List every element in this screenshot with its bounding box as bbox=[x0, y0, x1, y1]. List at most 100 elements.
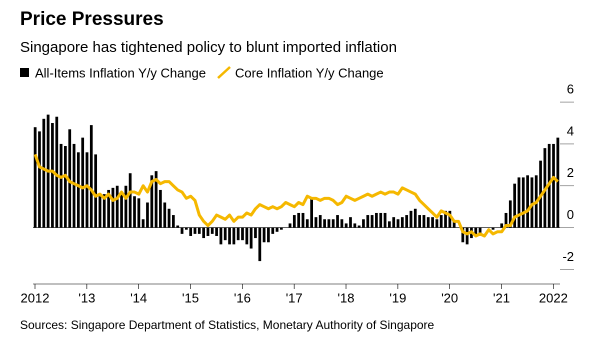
bar bbox=[94, 154, 98, 228]
bar bbox=[150, 175, 154, 228]
legend-label: Core Inflation Y/y Change bbox=[235, 65, 384, 80]
bar bbox=[370, 215, 374, 228]
x-tick-label: '13 bbox=[78, 290, 95, 305]
bar bbox=[245, 227, 249, 245]
bar bbox=[422, 215, 426, 228]
bar bbox=[366, 215, 370, 228]
line bbox=[33, 153, 559, 238]
bar bbox=[189, 227, 193, 236]
bar bbox=[232, 227, 236, 245]
x-tick-label: 2022 bbox=[539, 290, 568, 305]
bar bbox=[172, 215, 175, 228]
bar bbox=[461, 227, 465, 243]
bar bbox=[349, 217, 352, 228]
y-tick-label: -2 bbox=[562, 249, 574, 264]
bar bbox=[38, 131, 41, 228]
bar bbox=[310, 198, 314, 228]
bar bbox=[81, 137, 85, 228]
bar bbox=[249, 227, 253, 249]
bar bbox=[55, 116, 59, 228]
x-tick-label: '21 bbox=[493, 290, 510, 305]
bar bbox=[128, 173, 132, 228]
bar bbox=[184, 227, 188, 230]
bar bbox=[33, 127, 37, 228]
bar bbox=[435, 219, 439, 228]
y-tick-label: 0 bbox=[567, 207, 574, 222]
bar bbox=[236, 227, 240, 241]
bar bbox=[323, 219, 326, 228]
bar bbox=[474, 227, 478, 236]
bar bbox=[375, 212, 378, 228]
bar bbox=[85, 152, 89, 228]
bar bbox=[51, 123, 54, 228]
x-tick-label: '16 bbox=[234, 290, 251, 305]
chart-title: Price Pressures bbox=[20, 9, 164, 30]
y-tick-label: 4 bbox=[567, 123, 574, 138]
bar bbox=[159, 189, 162, 228]
bar bbox=[508, 200, 512, 228]
bar bbox=[413, 208, 417, 228]
bar bbox=[526, 175, 529, 228]
bar bbox=[262, 227, 266, 243]
bar bbox=[167, 208, 171, 228]
bar bbox=[102, 194, 106, 228]
bar bbox=[219, 227, 223, 245]
bar bbox=[444, 210, 447, 228]
legend-swatch bbox=[20, 68, 29, 77]
bar bbox=[241, 227, 244, 241]
bar bbox=[409, 210, 413, 228]
bar bbox=[387, 221, 391, 228]
bar bbox=[327, 219, 331, 228]
bar bbox=[500, 223, 504, 228]
bar bbox=[42, 118, 46, 228]
chart-subtitle: Singapore has tightened policy to blunt … bbox=[20, 39, 397, 56]
bar bbox=[340, 219, 344, 228]
bar bbox=[504, 212, 508, 228]
bar bbox=[552, 143, 555, 228]
bar bbox=[137, 198, 141, 228]
bar bbox=[452, 221, 456, 228]
bar bbox=[111, 187, 115, 228]
bar bbox=[223, 227, 227, 241]
bar bbox=[465, 227, 469, 245]
bar bbox=[379, 212, 383, 228]
x-tick-label: 2012 bbox=[21, 290, 50, 305]
bar bbox=[405, 215, 409, 228]
bar bbox=[517, 177, 521, 228]
bar bbox=[258, 227, 262, 262]
bar bbox=[288, 223, 292, 228]
bar bbox=[206, 227, 210, 236]
bar bbox=[271, 227, 275, 234]
bar bbox=[297, 212, 301, 228]
bar bbox=[76, 152, 80, 228]
bar bbox=[163, 202, 167, 228]
x-tick-label: '17 bbox=[286, 290, 303, 305]
bar bbox=[530, 177, 534, 228]
bar bbox=[318, 215, 322, 228]
bar bbox=[124, 185, 128, 228]
bar bbox=[154, 171, 158, 228]
y-tick-label: 6 bbox=[567, 82, 574, 97]
bar bbox=[305, 219, 309, 228]
bar bbox=[431, 217, 434, 228]
legend-label: All-Items Inflation Y/y Change bbox=[35, 65, 206, 80]
bar bbox=[141, 219, 145, 228]
bar bbox=[439, 215, 443, 228]
bar bbox=[357, 225, 361, 228]
bar bbox=[59, 143, 63, 228]
bar bbox=[331, 219, 335, 228]
y-tick-label: 2 bbox=[567, 165, 574, 180]
bar bbox=[556, 137, 560, 228]
bar bbox=[215, 227, 218, 236]
x-tick-label: '19 bbox=[389, 290, 406, 305]
bar bbox=[400, 217, 404, 228]
bar bbox=[68, 129, 72, 228]
bar bbox=[197, 227, 201, 234]
bar bbox=[89, 125, 93, 228]
bar bbox=[353, 223, 357, 228]
bar bbox=[275, 227, 279, 232]
bar bbox=[336, 215, 339, 228]
bar bbox=[521, 177, 525, 228]
bar bbox=[267, 227, 270, 243]
